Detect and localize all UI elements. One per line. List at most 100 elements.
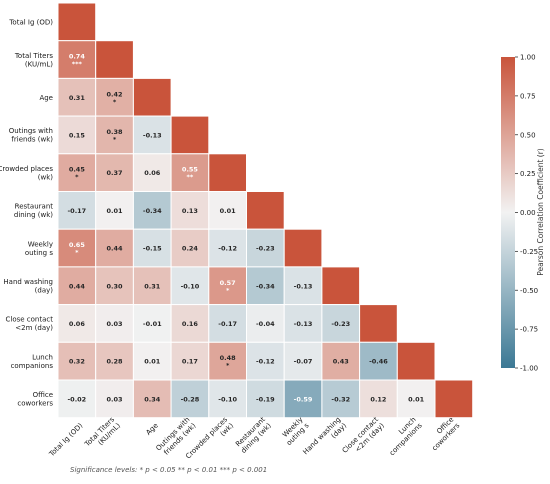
cell-value-label: -0.13 — [294, 282, 313, 290]
heatmap-cell — [132, 266, 172, 306]
cell-value-label: 0.42 — [107, 90, 123, 98]
significance-mark: *** — [72, 60, 83, 68]
heatmap-cell — [359, 304, 398, 343]
cell-value-label: 0.03 — [107, 395, 123, 403]
heatmap-cell — [132, 341, 172, 381]
x-tick-label-group: Total Ig (OD) — [47, 421, 84, 458]
cell-value-label: 0.17 — [182, 358, 198, 366]
cell-value-label: -0.01 — [143, 320, 162, 328]
cell-value-label: 0.15 — [69, 131, 86, 139]
cell-value-label: -0.12 — [256, 358, 275, 366]
cell-value-label: 0.30 — [107, 282, 124, 290]
cell-value-label: 0.44 — [107, 245, 124, 253]
heatmap-cell — [321, 379, 361, 419]
cell-value-label: -0.13 — [143, 131, 162, 139]
cell-value-label: 0.38 — [107, 128, 124, 136]
y-tick-label: Office — [33, 391, 53, 399]
cell-value-label: 0.12 — [370, 395, 386, 403]
x-tick-label-group: Hand washing(day) — [302, 416, 349, 457]
heatmap-cell — [57, 115, 97, 155]
y-tick-label: Close contact — [6, 316, 54, 324]
significance-mark: * — [75, 249, 79, 257]
heatmap-cell — [57, 304, 97, 343]
cell-value-label: 0.01 — [220, 207, 237, 215]
heatmap-cell — [95, 153, 134, 193]
cell-value-label: 0.06 — [144, 169, 161, 177]
cell-value-label: 0.32 — [69, 358, 85, 366]
cell-value-label: -0.04 — [256, 320, 275, 328]
cell-value-label: 0.31 — [144, 282, 161, 290]
cell-value-label: 0.57 — [220, 279, 236, 287]
cell-value-label: -0.13 — [294, 320, 313, 328]
cell-value-label: -0.17 — [67, 207, 86, 215]
y-tick-label: outing s — [25, 249, 54, 257]
significance-mark: * — [113, 98, 117, 106]
colorbar-ticks: 1.00 0.75 0.50 0.25 0.00 -0.25 -0.50 -0.75 -1.00 — [515, 54, 538, 373]
cell-value-label: 0.44 — [69, 282, 86, 290]
significance-mark: * — [75, 173, 79, 181]
heatmap-cell — [208, 379, 248, 419]
heatmap-cell — [283, 341, 323, 381]
x-tick-label-group: Close contact<2m (day) — [341, 415, 386, 454]
colorbar: 1.00 0.75 0.50 0.25 0.00 -0.25 -0.50 -0.75 -1.00… — [501, 54, 545, 373]
heatmap-cell — [170, 191, 210, 230]
heatmap-cell — [57, 2, 97, 42]
y-tick-label: Hand washing — [3, 278, 53, 286]
cell-value-label: -0.07 — [294, 358, 313, 366]
heatmap-cell — [321, 266, 361, 306]
heatmap-cell — [95, 266, 134, 306]
cell-value-label: 0.65 — [69, 241, 86, 249]
heatmap-cell — [57, 40, 97, 79]
heatmap-cell — [132, 77, 172, 117]
colorbar-tick-label: -1.00 — [520, 365, 538, 373]
colorbar-tick-label: -0.75 — [520, 326, 538, 334]
cell-value-label: 0.74 — [69, 53, 86, 61]
x-tick-label: Age — [145, 422, 160, 437]
heatmap-cell — [246, 379, 285, 419]
heatmap-cell — [95, 228, 134, 268]
heatmap-cell — [95, 341, 134, 381]
significance-mark: * — [226, 286, 230, 294]
heatmap-cell — [57, 77, 97, 117]
heatmap-cell — [396, 341, 436, 381]
cell-value-label: 0.28 — [107, 358, 124, 366]
cell-value-label: -0.28 — [181, 395, 200, 403]
y-tick-label: Crowded places — [0, 165, 53, 173]
significance-mark: * — [226, 362, 230, 370]
heatmap-cell — [208, 228, 248, 268]
heatmap-cell — [57, 379, 97, 419]
heatmap-cell — [57, 191, 97, 230]
cell-value-label: 0.06 — [69, 320, 86, 328]
cell-value-label: 0.55 — [182, 166, 199, 174]
y-tick-label: dining (wk) — [14, 211, 53, 219]
cell-value-label: -0.34 — [256, 282, 275, 290]
cell-value-label: 0.16 — [182, 320, 199, 328]
heatmap-cell — [208, 191, 248, 230]
cell-value-label: 0.01 — [107, 207, 124, 215]
cell-value-label: -0.15 — [143, 245, 162, 253]
cell-value-label: 0.01 — [408, 395, 425, 403]
heatmap-cell — [170, 115, 210, 155]
y-tick-label: friends (wk) — [11, 136, 53, 144]
significance-mark: * — [113, 135, 117, 143]
heatmap-cell — [283, 228, 323, 268]
y-tick-label: (wk) — [38, 173, 54, 181]
heatmap-cell — [57, 266, 97, 306]
heatmap-cell — [396, 379, 436, 419]
colorbar-tick-label: -0.25 — [520, 248, 538, 256]
heatmap-cell — [246, 341, 285, 381]
cell-value-label: 0.31 — [69, 94, 86, 102]
x-tick-label: Total Ig (OD) — [47, 421, 84, 458]
heatmap-cell — [434, 379, 474, 419]
colorbar-tick-label: 1.00 — [520, 54, 536, 62]
y-tick-label: Total Titers — [14, 52, 54, 60]
heatmap-cell — [132, 304, 172, 343]
heatmap-cell — [321, 341, 361, 381]
significance-note: Significance levels: * p < 0.05 ** p < 0… — [70, 466, 268, 474]
cell-value-label: -0.23 — [256, 245, 275, 253]
